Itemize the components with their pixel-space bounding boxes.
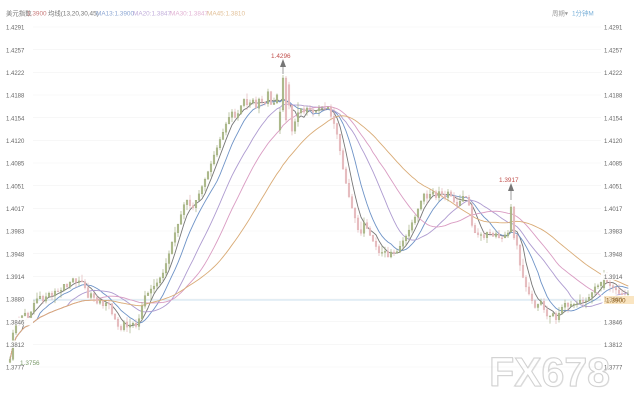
svg-text:1.3846: 1.3846 bbox=[6, 320, 25, 326]
svg-text:1.3983: 1.3983 bbox=[604, 230, 623, 236]
svg-text:1.3812: 1.3812 bbox=[6, 343, 25, 349]
svg-text:MA30:1.3847: MA30:1.3847 bbox=[170, 11, 208, 18]
svg-text:1.3812: 1.3812 bbox=[604, 343, 623, 349]
svg-text:1.3948: 1.3948 bbox=[6, 252, 25, 258]
svg-text:MA45:1.3810: MA45:1.3810 bbox=[207, 11, 245, 18]
svg-text:1.4085: 1.4085 bbox=[6, 162, 25, 168]
svg-text:1.4291: 1.4291 bbox=[604, 26, 623, 32]
svg-text:1.3846: 1.3846 bbox=[604, 320, 623, 326]
svg-text:1.3756: 1.3756 bbox=[20, 360, 40, 367]
svg-text:1.4017: 1.4017 bbox=[604, 207, 623, 213]
svg-text:1.4017: 1.4017 bbox=[6, 207, 25, 213]
svg-text:均线(13,20,30,45): 均线(13,20,30,45) bbox=[48, 9, 99, 18]
svg-text:MA13:1.3900: MA13:1.3900 bbox=[96, 11, 134, 18]
svg-text:1.4051: 1.4051 bbox=[604, 184, 623, 190]
svg-text:1.4051: 1.4051 bbox=[6, 184, 25, 190]
svg-text:1.4257: 1.4257 bbox=[6, 48, 25, 54]
svg-text:1.4291: 1.4291 bbox=[6, 26, 25, 32]
svg-text:1.4085: 1.4085 bbox=[604, 162, 623, 168]
svg-text:1.4154: 1.4154 bbox=[6, 116, 25, 122]
svg-text:1.3983: 1.3983 bbox=[6, 230, 25, 236]
svg-text:1.4222: 1.4222 bbox=[604, 71, 623, 77]
svg-text:1.4222: 1.4222 bbox=[6, 71, 25, 77]
svg-text:1.4296: 1.4296 bbox=[271, 53, 291, 60]
svg-text:1.4154: 1.4154 bbox=[604, 116, 623, 122]
svg-text:周期▾: 周期▾ bbox=[552, 10, 568, 18]
svg-text:1.4188: 1.4188 bbox=[604, 94, 623, 100]
svg-text:1.3917: 1.3917 bbox=[499, 177, 519, 184]
svg-text:1.3880: 1.3880 bbox=[6, 298, 25, 304]
svg-text:1.3914: 1.3914 bbox=[6, 275, 25, 281]
svg-text:MA20:1.3847: MA20:1.3847 bbox=[133, 11, 171, 18]
svg-text:1.4188: 1.4188 bbox=[6, 94, 25, 100]
svg-text:1.3900: 1.3900 bbox=[27, 11, 47, 18]
svg-text:1.3900: 1.3900 bbox=[606, 297, 626, 304]
svg-text:1分钟M: 1分钟M bbox=[572, 9, 594, 18]
svg-text:1.3914: 1.3914 bbox=[604, 275, 623, 281]
svg-text:FX678: FX678 bbox=[490, 350, 611, 396]
svg-text:1.4120: 1.4120 bbox=[604, 139, 623, 145]
svg-text:1.4120: 1.4120 bbox=[6, 139, 25, 145]
svg-text:1.4257: 1.4257 bbox=[604, 48, 623, 54]
svg-text:1.3948: 1.3948 bbox=[604, 252, 623, 258]
